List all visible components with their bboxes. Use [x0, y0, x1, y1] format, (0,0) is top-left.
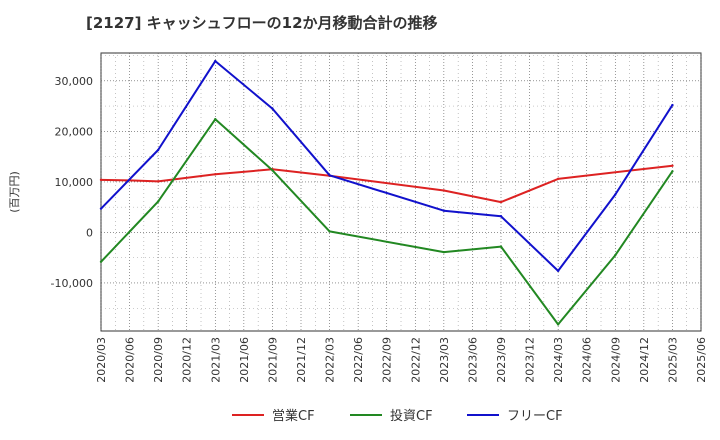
data-point [499, 200, 503, 204]
data-point [499, 215, 503, 218]
data-point [442, 250, 446, 254]
data-point [214, 173, 217, 176]
x-tick-label: 2020/09 [152, 337, 165, 383]
data-point [99, 207, 103, 210]
x-tick-label: 2023/09 [495, 337, 508, 383]
y-tick-label: 30,000 [55, 75, 94, 88]
data-point [99, 260, 103, 263]
x-tick-label: 2021/06 [238, 337, 251, 383]
data-point [156, 180, 160, 183]
x-tick-label: 2021/09 [266, 337, 279, 383]
chart-title: [2127] キャッシュフローの12か月移動合計の推移 [86, 14, 438, 32]
data-point [671, 164, 674, 167]
x-tick-label: 2023/12 [524, 337, 537, 383]
x-tick-label: 2023/03 [438, 337, 451, 383]
data-point [499, 245, 503, 248]
x-tick-label: 2021/03 [209, 337, 222, 383]
legend-label: フリーCF [507, 409, 563, 424]
x-tick-label: 2021/12 [295, 337, 308, 383]
data-point [271, 169, 274, 172]
data-point [214, 118, 217, 121]
data-point [614, 193, 617, 196]
x-tick-label: 2024/03 [552, 337, 565, 383]
y-tick-label: -10,000 [51, 277, 93, 290]
series-layer [99, 59, 674, 326]
series-line-0 [100, 164, 673, 204]
data-point [328, 174, 331, 177]
data-point [614, 253, 617, 257]
y-tick-label: 20,000 [55, 125, 94, 138]
x-tick-label: 2020/03 [95, 337, 108, 383]
x-tick-label: 2024/06 [581, 337, 594, 383]
data-point [671, 170, 674, 173]
grid-layer [100, 52, 702, 332]
x-tick-label: 2020/12 [181, 337, 194, 383]
data-point [442, 209, 446, 212]
x-tick-label: 2020/06 [124, 337, 137, 383]
data-point [156, 200, 160, 203]
x-tick-label: 2022/03 [324, 337, 337, 383]
data-point [99, 178, 103, 182]
y-tick-label: 0 [86, 226, 93, 239]
data-point [556, 269, 560, 273]
legend-layer: 営業CF 投資CF フリーCF [232, 408, 563, 424]
data-point [556, 323, 560, 326]
series-line-1 [100, 118, 674, 326]
data-point [214, 59, 217, 63]
data-point [156, 148, 160, 152]
x-tick-label: 2022/06 [352, 337, 365, 383]
data-point [556, 177, 560, 181]
legend-label: 営業CF [272, 408, 315, 424]
data-point [271, 107, 274, 110]
y-tick-label: 10,000 [55, 176, 94, 189]
x-tick-label: 2024/12 [638, 337, 651, 383]
data-point [671, 103, 674, 107]
x-tick-label: 2023/06 [466, 337, 479, 383]
x-tick-label: 2022/09 [381, 337, 394, 383]
data-point [442, 189, 446, 192]
axis-layer: 30,000 20,000 10,000 0 -10,000 (百万円) 2020/03 20… [8, 75, 708, 383]
legend-label: 投資CF [390, 408, 433, 424]
x-tick-label: 2022/12 [409, 337, 422, 383]
x-tick-label: 2025/03 [666, 337, 679, 383]
series-line-2 [100, 60, 674, 272]
x-tick-label: 2025/06 [695, 337, 708, 383]
y-axis-title: (百万円) [8, 171, 21, 213]
data-point [328, 230, 331, 233]
x-tick-label: 2024/09 [609, 337, 622, 383]
